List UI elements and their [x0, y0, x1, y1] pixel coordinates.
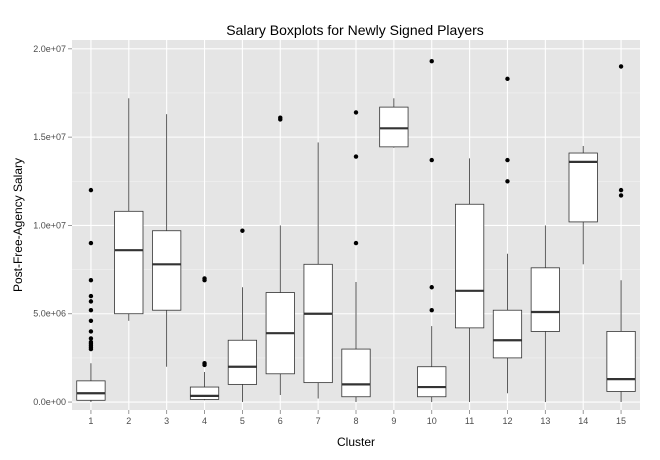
boxes — [76, 58, 636, 403]
x-tick-label: 9 — [391, 416, 396, 426]
x-tick-label: 11 — [465, 416, 474, 426]
iqr-box — [189, 386, 220, 400]
outlier-point — [505, 179, 510, 184]
outlier-point — [88, 293, 94, 299]
y-tick-label: 5.0e+06 — [33, 309, 66, 319]
outlier-point — [618, 64, 624, 69]
box-cluster-13 — [530, 225, 560, 403]
iqr-box — [114, 210, 144, 315]
iqr-box — [303, 263, 333, 384]
y-tick-label: 0.0e+00 — [33, 397, 66, 407]
outlier-point — [240, 228, 245, 233]
outlier-point — [505, 76, 510, 82]
outlier-point — [88, 329, 94, 334]
outlier-point — [618, 187, 624, 193]
outlier-point — [353, 110, 359, 115]
outlier-point — [88, 187, 94, 193]
x-tick-label: 2 — [126, 416, 131, 426]
outlier-point — [88, 277, 94, 283]
y-axis-title: Post-Free-Agency Salary — [11, 158, 25, 292]
outlier-point — [278, 117, 283, 122]
outlier-point — [88, 336, 94, 341]
iqr-box — [417, 366, 447, 398]
x-tick-label: 1 — [88, 416, 93, 426]
box-cluster-6 — [265, 115, 295, 395]
outlier-point — [88, 240, 94, 246]
outlier-point — [88, 299, 94, 304]
box-cluster-2 — [114, 98, 144, 321]
iqr-box — [568, 152, 598, 223]
box-cluster-14 — [568, 145, 598, 265]
x-axis-title: Cluster — [337, 435, 375, 449]
outlier-point — [505, 157, 510, 163]
x-tick-label: 4 — [202, 416, 207, 426]
x-tick-label: 14 — [578, 416, 588, 426]
iqr-box — [76, 380, 106, 401]
outlier-point — [429, 58, 434, 64]
box-cluster-5 — [227, 228, 257, 403]
iqr-box — [227, 339, 257, 385]
outlier-point — [88, 318, 94, 324]
box-cluster-15 — [606, 64, 636, 403]
x-tick-label: 10 — [427, 416, 437, 426]
outlier-point — [88, 346, 94, 352]
x-tick-label: 15 — [616, 416, 626, 426]
iqr-box — [454, 203, 485, 329]
box-cluster-11 — [454, 158, 485, 403]
box-cluster-9 — [379, 98, 409, 148]
iqr-box — [606, 331, 636, 392]
outlier-point — [88, 308, 94, 313]
box-cluster-10 — [417, 58, 447, 403]
iqr-box — [341, 348, 371, 398]
outlier-point — [353, 154, 359, 159]
box-cluster-12 — [492, 76, 523, 394]
box-cluster-1 — [76, 187, 106, 403]
outlier-point — [202, 277, 207, 283]
outlier-point — [353, 240, 359, 246]
outlier-point — [618, 193, 624, 198]
box-cluster-7 — [303, 142, 333, 399]
x-tick-label: 7 — [316, 416, 321, 426]
iqr-box — [530, 267, 560, 332]
box-cluster-4 — [189, 276, 220, 401]
chart-title: Salary Boxplots for Newly Signed Players — [226, 22, 484, 38]
y-tick-label: 2.0e+07 — [33, 44, 66, 54]
iqr-box — [379, 106, 409, 148]
axes: 0.0e+005.0e+061.0e+071.5e+072.0e+071 2 3 4 5… — [33, 44, 626, 426]
outlier-point — [202, 362, 207, 368]
outlier-point — [429, 285, 434, 290]
y-tick-label: 1.5e+07 — [33, 132, 66, 142]
iqr-box — [492, 309, 523, 359]
x-tick-label: 12 — [502, 416, 512, 426]
x-tick-label: 5 — [240, 416, 245, 426]
x-tick-label: 8 — [353, 416, 358, 426]
box-cluster-3 — [152, 114, 182, 367]
box-cluster-8 — [341, 110, 371, 403]
outlier-point — [429, 308, 434, 313]
x-tick-label: 3 — [164, 416, 169, 426]
outlier-point — [429, 157, 434, 163]
x-tick-label: 13 — [540, 416, 550, 426]
y-tick-label: 1.0e+07 — [33, 220, 66, 230]
iqr-box — [152, 230, 182, 311]
x-tick-label: 6 — [278, 416, 283, 426]
